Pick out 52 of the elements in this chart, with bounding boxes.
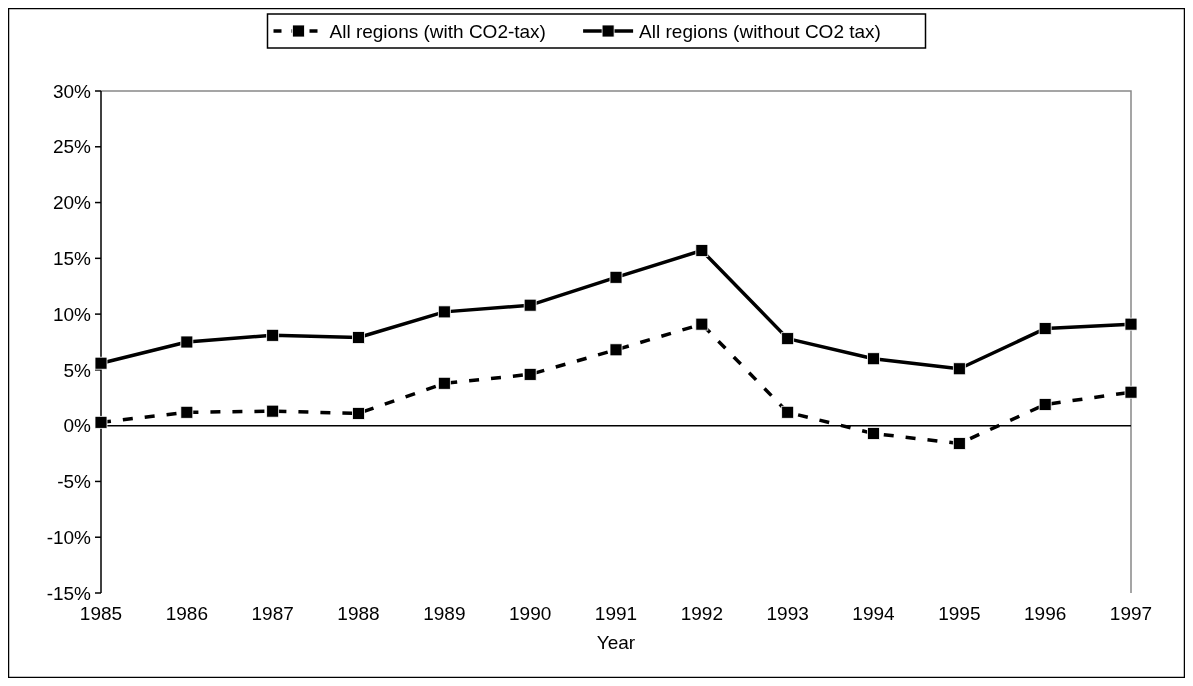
x-tick-label: 1990 xyxy=(509,603,552,624)
x-axis-title: Year xyxy=(596,632,636,653)
point xyxy=(352,331,365,344)
y-tick-label: 10% xyxy=(52,303,92,325)
point xyxy=(695,244,709,257)
legend-label: All regions (with CO2-tax) xyxy=(329,20,546,42)
point xyxy=(867,427,880,440)
point xyxy=(180,405,194,419)
x-tick-label: 1989 xyxy=(423,603,466,624)
y-tick-label: 25% xyxy=(52,136,92,158)
x-tick-label: 1995 xyxy=(938,603,981,624)
point xyxy=(523,367,537,381)
point xyxy=(952,437,966,450)
point xyxy=(952,362,966,376)
x-tick-label: 1985 xyxy=(79,603,123,624)
y-tick-label: 15% xyxy=(52,247,92,269)
point xyxy=(695,317,709,331)
x-tick-label: 1997 xyxy=(1109,603,1153,624)
point xyxy=(94,356,108,370)
point xyxy=(266,404,280,418)
point xyxy=(781,405,795,419)
x-tick-label: 1988 xyxy=(337,603,380,624)
x-tick-label: 1994 xyxy=(852,603,896,624)
y-tick-label: -5% xyxy=(57,471,92,493)
point xyxy=(94,415,108,429)
point xyxy=(1038,398,1052,411)
x-tick-label: 1991 xyxy=(594,603,638,624)
point xyxy=(352,407,365,420)
point xyxy=(1038,322,1052,336)
y-tick-label: 20% xyxy=(52,192,92,214)
y-tick-label: -15% xyxy=(46,582,92,604)
point xyxy=(609,270,623,284)
point xyxy=(437,376,451,390)
y-tick-label: 5% xyxy=(63,359,92,381)
point xyxy=(437,305,451,319)
x-tick-label: 1993 xyxy=(766,603,809,624)
point xyxy=(867,352,880,366)
point xyxy=(609,343,623,357)
x-tick-label: 1996 xyxy=(1024,603,1067,624)
y-tick-label: 0% xyxy=(63,415,92,437)
point xyxy=(523,298,537,312)
legend-label: All regions (without CO2 tax) xyxy=(639,20,881,42)
y-tick-label: 30% xyxy=(52,80,92,102)
point xyxy=(180,335,194,349)
point xyxy=(1124,317,1138,331)
x-tick-label: 1986 xyxy=(165,603,208,624)
y-tick-label: -10% xyxy=(46,526,92,548)
point xyxy=(1124,385,1138,399)
point xyxy=(266,328,280,342)
x-tick-label: 1992 xyxy=(680,603,723,624)
x-tick-label: 1987 xyxy=(251,603,294,624)
point xyxy=(781,332,795,346)
